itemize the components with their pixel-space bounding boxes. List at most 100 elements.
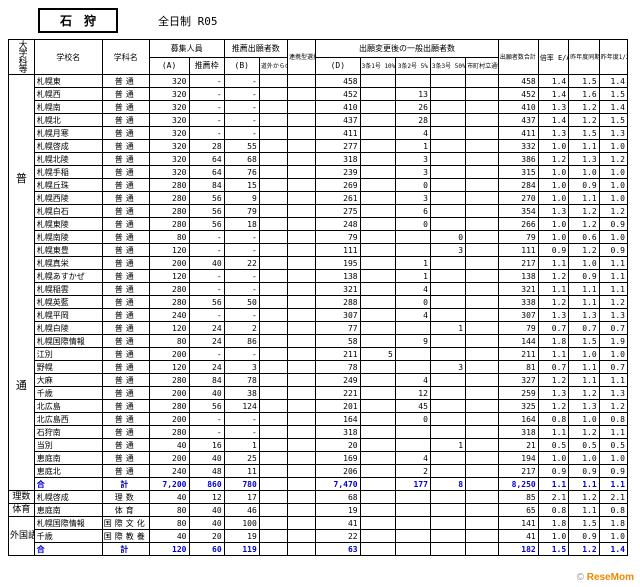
- school-cell: 札幌西陵: [34, 192, 102, 205]
- p10-cell: [360, 153, 395, 166]
- py-cell: 1.0: [569, 257, 599, 270]
- p50-cell: [430, 465, 465, 478]
- c7-cell: [259, 348, 287, 361]
- table-row: 理数札幌啓成理数40121768852.11.22.1: [9, 491, 628, 504]
- d-cell: 63: [316, 543, 361, 556]
- rw-cell: 60: [189, 543, 224, 556]
- p5-cell: [395, 348, 430, 361]
- school-cell: 札幌国際情報: [34, 335, 102, 348]
- c8-cell: [287, 231, 315, 244]
- p10-cell: [360, 205, 395, 218]
- e-cell: 79: [498, 231, 538, 244]
- r-cell: 0.7: [538, 322, 568, 335]
- mc-cell: [466, 270, 499, 283]
- p50-cell: [430, 309, 465, 322]
- p10-cell: [360, 478, 395, 491]
- r-cell: 1.2: [538, 270, 568, 283]
- e-cell: 266: [498, 218, 538, 231]
- c7-cell: [259, 491, 287, 504]
- c7-cell: [259, 140, 287, 153]
- pr-cell: 1.3: [599, 127, 627, 140]
- pr-cell: 1.1: [599, 270, 627, 283]
- b-cell: 19: [224, 530, 259, 543]
- p10-cell: [360, 296, 395, 309]
- py-cell: 0.9: [569, 270, 599, 283]
- school-cell: 札幌国際情報: [34, 517, 102, 530]
- table-row: 北広島普通28056124201453251.21.31.2: [9, 400, 628, 413]
- a-cell: 280: [149, 374, 189, 387]
- r-cell: 1.3: [538, 387, 568, 400]
- b-cell: 119: [224, 543, 259, 556]
- a-cell: 80: [149, 504, 189, 517]
- d-cell: 458: [316, 75, 361, 88]
- pr-cell: 1.3: [599, 387, 627, 400]
- mc-cell: [466, 413, 499, 426]
- r-cell: 2.1: [538, 491, 568, 504]
- rw-cell: -: [189, 413, 224, 426]
- d-cell: 201: [316, 400, 361, 413]
- col-ratio: 倍率 E/A: [538, 40, 568, 75]
- c7-cell: [259, 530, 287, 543]
- table-row: 普通札幌東普通320--4584581.41.51.4: [9, 75, 628, 88]
- mc-cell: [466, 400, 499, 413]
- r-cell: 1.0: [538, 140, 568, 153]
- py-cell: 1.0: [569, 413, 599, 426]
- py-cell: 1.5: [569, 127, 599, 140]
- table-row: 札幌南陵普通80--790791.00.61.0: [9, 231, 628, 244]
- p50-cell: [430, 75, 465, 88]
- p5-cell: 6: [395, 205, 430, 218]
- table-row: 札幌北陵普通320646831833861.21.31.2: [9, 153, 628, 166]
- c8-cell: [287, 452, 315, 465]
- table-row: 千歳国際教養40201922411.00.91.0: [9, 530, 628, 543]
- c7-cell: [259, 270, 287, 283]
- a-cell: 320: [149, 101, 189, 114]
- p5-cell: 177: [395, 478, 430, 491]
- table-row: 大麻普通280847824943271.21.11.1: [9, 374, 628, 387]
- col-d: (D): [316, 57, 361, 75]
- school-cell: 大麻: [34, 374, 102, 387]
- d-cell: 288: [316, 296, 361, 309]
- e-cell: 8,250: [498, 478, 538, 491]
- b-cell: -: [224, 270, 259, 283]
- c8-cell: [287, 153, 315, 166]
- col-change-group: 出願変更後の一般出願者数: [316, 40, 499, 58]
- p50-cell: [430, 387, 465, 400]
- rw-cell: 12: [189, 491, 224, 504]
- py-cell: 1.2: [569, 101, 599, 114]
- school-cell: 札幌稲雲: [34, 283, 102, 296]
- e-cell: 410: [498, 101, 538, 114]
- mc-cell: [466, 426, 499, 439]
- pr-cell: 1.4: [599, 543, 627, 556]
- c8-cell: [287, 348, 315, 361]
- school-cell: 札幌北: [34, 114, 102, 127]
- b-cell: 9: [224, 192, 259, 205]
- table-row: 札幌東陵普通280561824802661.01.20.9: [9, 218, 628, 231]
- c7-cell: [259, 283, 287, 296]
- dept-cell: 普通: [102, 426, 149, 439]
- d-cell: 77: [316, 322, 361, 335]
- c7-cell: [259, 517, 287, 530]
- col-dept: 学科名: [102, 40, 149, 75]
- dept-cell: 体育: [102, 504, 149, 517]
- c7-cell: [259, 478, 287, 491]
- e-cell: 65: [498, 504, 538, 517]
- rw-cell: -: [189, 75, 224, 88]
- school-cell: 石狩南: [34, 426, 102, 439]
- p5-cell: 4: [395, 309, 430, 322]
- d-cell: 318: [316, 426, 361, 439]
- pr-cell: 1.4: [599, 101, 627, 114]
- b-cell: 68: [224, 153, 259, 166]
- p10-cell: [360, 452, 395, 465]
- p50-cell: 8: [430, 478, 465, 491]
- p10-cell: [360, 127, 395, 140]
- p10-cell: [360, 504, 395, 517]
- table-row: 当別普通40161201210.50.50.5: [9, 439, 628, 452]
- p50-cell: [430, 101, 465, 114]
- school-cell: 札幌平岡: [34, 309, 102, 322]
- pr-cell: 1.2: [599, 205, 627, 218]
- c7-cell: [259, 361, 287, 374]
- r-cell: 1.2: [538, 374, 568, 387]
- r-cell: 1.0: [538, 530, 568, 543]
- p5-cell: 0: [395, 413, 430, 426]
- p5-cell: 4: [395, 374, 430, 387]
